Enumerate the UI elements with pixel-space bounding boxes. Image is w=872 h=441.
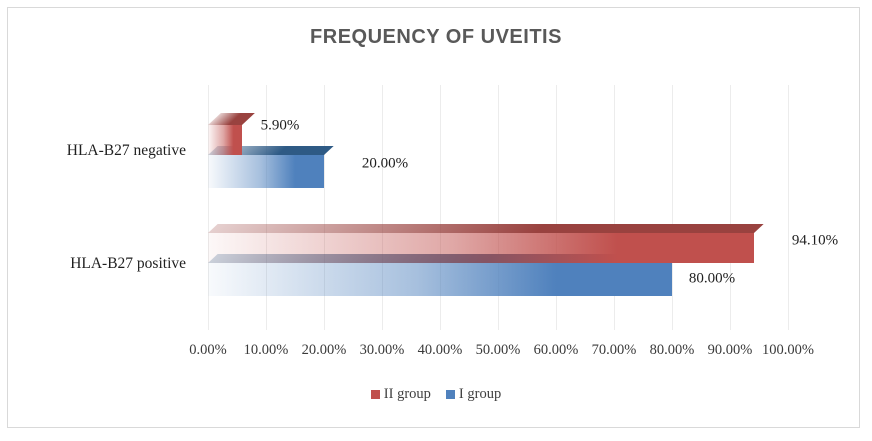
value-label: 94.10% — [791, 232, 839, 249]
x-tick-label: 50.00% — [475, 342, 521, 358]
gridline — [788, 85, 789, 330]
x-tick-label: 90.00% — [707, 342, 753, 358]
bar-i-group-1[interactable] — [208, 146, 334, 188]
gridline — [266, 85, 267, 330]
gridline — [208, 85, 209, 330]
gridline — [672, 85, 673, 330]
legend-swatch — [445, 390, 455, 399]
gridline — [440, 85, 441, 330]
x-tick-label: 30.00% — [359, 342, 405, 358]
x-tick-label: 70.00% — [591, 342, 637, 358]
legend-swatch — [370, 390, 380, 399]
x-tick-label: 40.00% — [417, 342, 463, 358]
x-tick-label: 20.00% — [301, 342, 347, 358]
bar-top-bevel — [208, 224, 764, 233]
legend-item-i-group[interactable]: I group — [445, 386, 502, 403]
gridline — [614, 85, 615, 330]
legend-label: II group — [383, 386, 431, 402]
value-label: 80.00% — [688, 270, 736, 287]
category-label: HLA-B27 negative — [66, 142, 186, 159]
bar-i-group-2[interactable] — [208, 254, 682, 296]
x-tick-label: 60.00% — [533, 342, 579, 358]
value-label: 20.00% — [361, 155, 409, 172]
bar-ii-group-2[interactable] — [208, 224, 764, 263]
legend: II group I group — [0, 386, 872, 403]
x-tick-label: 80.00% — [649, 342, 695, 358]
category-label: HLA-B27 positive — [70, 255, 186, 272]
value-label: 5.90% — [260, 117, 300, 134]
chart-title: FREQUENCY OF UVEITIS — [310, 26, 562, 48]
gridline — [730, 85, 731, 330]
legend-label: I group — [458, 386, 502, 402]
gridline — [382, 85, 383, 330]
x-tick-label: 100.00% — [762, 342, 814, 358]
gridline — [324, 85, 325, 330]
x-tick-label: 0.00% — [189, 342, 227, 358]
chart-frame — [7, 7, 860, 428]
bar-ii-group-1[interactable] — [208, 113, 256, 155]
bar-top-bevel — [208, 113, 256, 125]
gridline — [498, 85, 499, 330]
legend-item-ii-group[interactable]: II group — [370, 386, 431, 403]
x-tick-label: 10.00% — [243, 342, 289, 358]
gridline — [556, 85, 557, 330]
